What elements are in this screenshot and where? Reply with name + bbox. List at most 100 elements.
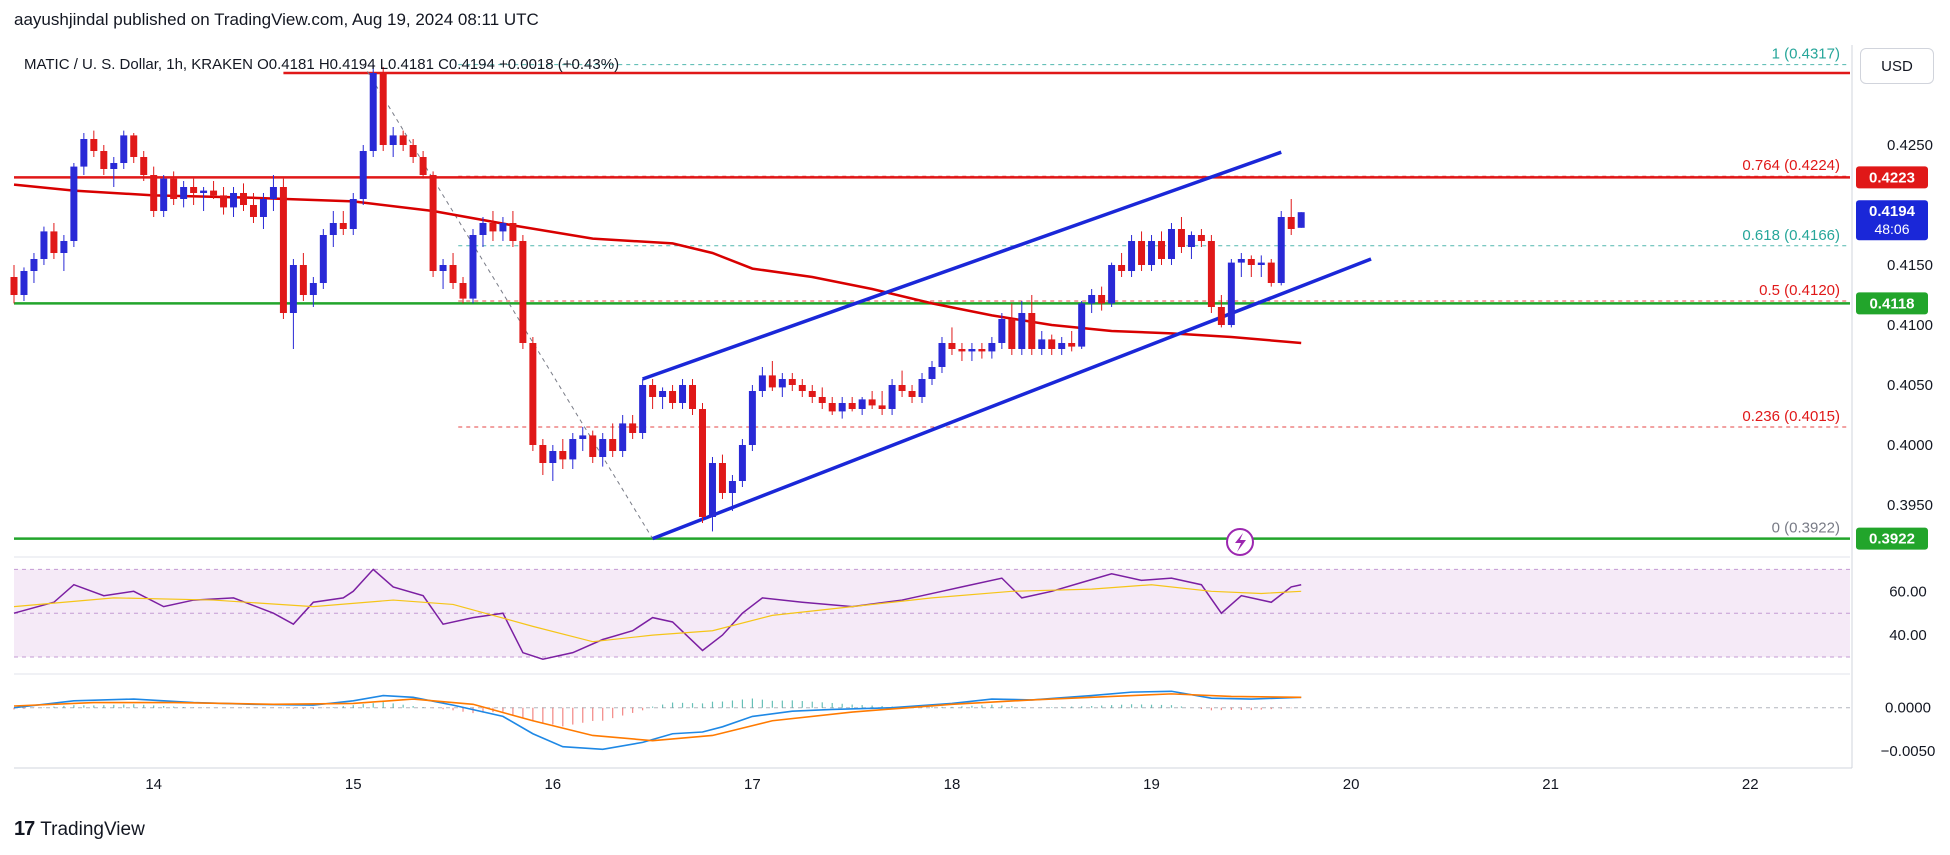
candle-body <box>838 403 846 412</box>
candle-body <box>140 157 148 175</box>
price-tag-box <box>1856 292 1928 315</box>
candle-body <box>1088 295 1096 304</box>
price-tick-label: 0.4100 <box>1887 317 1933 334</box>
candle-body <box>718 463 726 493</box>
candle-body <box>1207 241 1215 307</box>
candle-body <box>908 391 916 397</box>
candle-body <box>948 343 956 349</box>
time-axis: 14 15 16 17 18 19 20 21 22 <box>145 776 1758 793</box>
lightning-icon[interactable] <box>1226 528 1254 556</box>
candle-body <box>489 223 497 232</box>
candle-body <box>40 231 48 259</box>
candle-body <box>708 463 716 517</box>
fib-level-label: 0.618 (0.4166) <box>1742 227 1840 244</box>
candle-body <box>868 399 876 406</box>
candle-body <box>768 375 776 388</box>
candle-body <box>60 241 68 253</box>
candle-body <box>50 231 58 253</box>
price-tag-label: 0.3922 <box>1869 531 1915 548</box>
candle-body <box>659 391 667 397</box>
candle-body <box>1068 343 1076 347</box>
candle-body <box>1028 313 1036 349</box>
channel-upper-line <box>642 150 1282 381</box>
candle-body <box>758 375 766 391</box>
candle-body <box>1267 262 1275 283</box>
candle-body <box>1217 307 1225 325</box>
candle-body <box>80 139 88 167</box>
tradingview-logo[interactable]: 17 TradingView <box>14 818 145 841</box>
candle-body <box>70 166 78 241</box>
candle-body <box>1297 212 1305 228</box>
candle-body <box>1038 339 1046 349</box>
candle-body <box>1227 262 1235 325</box>
candle-body <box>1078 303 1086 347</box>
candle-body <box>918 379 926 397</box>
candle-body <box>170 178 178 199</box>
candle-body <box>529 343 537 445</box>
candle-body <box>938 343 946 367</box>
candle-body <box>220 195 228 208</box>
time-tick-label: 21 <box>1542 776 1559 793</box>
candle-body <box>549 451 557 463</box>
candle-body <box>289 265 297 313</box>
candle-body <box>778 379 786 388</box>
candle-body <box>499 223 507 232</box>
candle-body <box>120 135 128 163</box>
price-tick-label: 0.4000 <box>1887 437 1933 454</box>
candle-body <box>429 175 437 271</box>
time-tick-label: 19 <box>1143 776 1160 793</box>
candle-body <box>479 223 487 235</box>
candle-body <box>339 223 347 229</box>
candle-body <box>569 439 577 460</box>
candle-body <box>828 403 836 412</box>
candle-body <box>230 193 238 208</box>
candle-body <box>579 435 587 439</box>
candle-body <box>319 235 327 283</box>
candle-body <box>509 223 517 241</box>
candle-body <box>150 175 158 211</box>
candle-body <box>1108 265 1116 304</box>
candle-body <box>1148 241 1156 265</box>
candle-body <box>259 199 267 217</box>
rsi-band <box>14 568 1850 709</box>
candle-body <box>1008 319 1016 349</box>
rsi-series-line <box>13 568 1302 661</box>
publish-info: aayushjindal published on TradingView.co… <box>14 10 539 29</box>
candle-body <box>699 409 706 517</box>
candle-body <box>10 277 18 295</box>
candle-body <box>1018 313 1026 349</box>
candle-body <box>788 379 796 385</box>
fib-level-label: 0.5 (0.4120) <box>1759 282 1840 299</box>
candle-body <box>399 135 407 145</box>
time-tick-label: 14 <box>145 776 162 793</box>
fib-level-label: 0.764 (0.4224) <box>1742 157 1840 174</box>
candle-body <box>449 265 457 283</box>
grid <box>14 45 1853 769</box>
price-axis: 0.4250 0.4150 0.4100 0.4050 0.4000 0.3950 60.0… <box>1881 137 1936 760</box>
candle-body <box>1118 265 1126 271</box>
candle-body <box>818 397 826 403</box>
candle-body <box>299 265 307 295</box>
candle-body <box>738 445 746 481</box>
candle-body <box>968 349 976 352</box>
candle-body <box>988 343 996 352</box>
candle-body <box>1197 235 1205 241</box>
candle-body <box>369 73 377 151</box>
time-tick-label: 15 <box>345 776 362 793</box>
candle-body <box>309 283 317 295</box>
price-tick-label: 0.4150 <box>1887 257 1933 274</box>
macd-tick-label: −0.0050 <box>1881 743 1936 760</box>
candle-body <box>389 135 397 145</box>
candle-body <box>1187 235 1195 247</box>
time-tick-label: 22 <box>1742 776 1759 793</box>
candle-body <box>1138 241 1146 265</box>
candle-body <box>200 190 208 193</box>
candle-body <box>848 403 856 409</box>
macd-tick-label: 0.0000 <box>1885 700 1931 717</box>
currency-button[interactable]: USD <box>1860 48 1934 84</box>
candle-body <box>1177 229 1185 247</box>
fib-level-label: 0.236 (0.4015) <box>1742 408 1840 425</box>
candle-body <box>559 451 567 460</box>
